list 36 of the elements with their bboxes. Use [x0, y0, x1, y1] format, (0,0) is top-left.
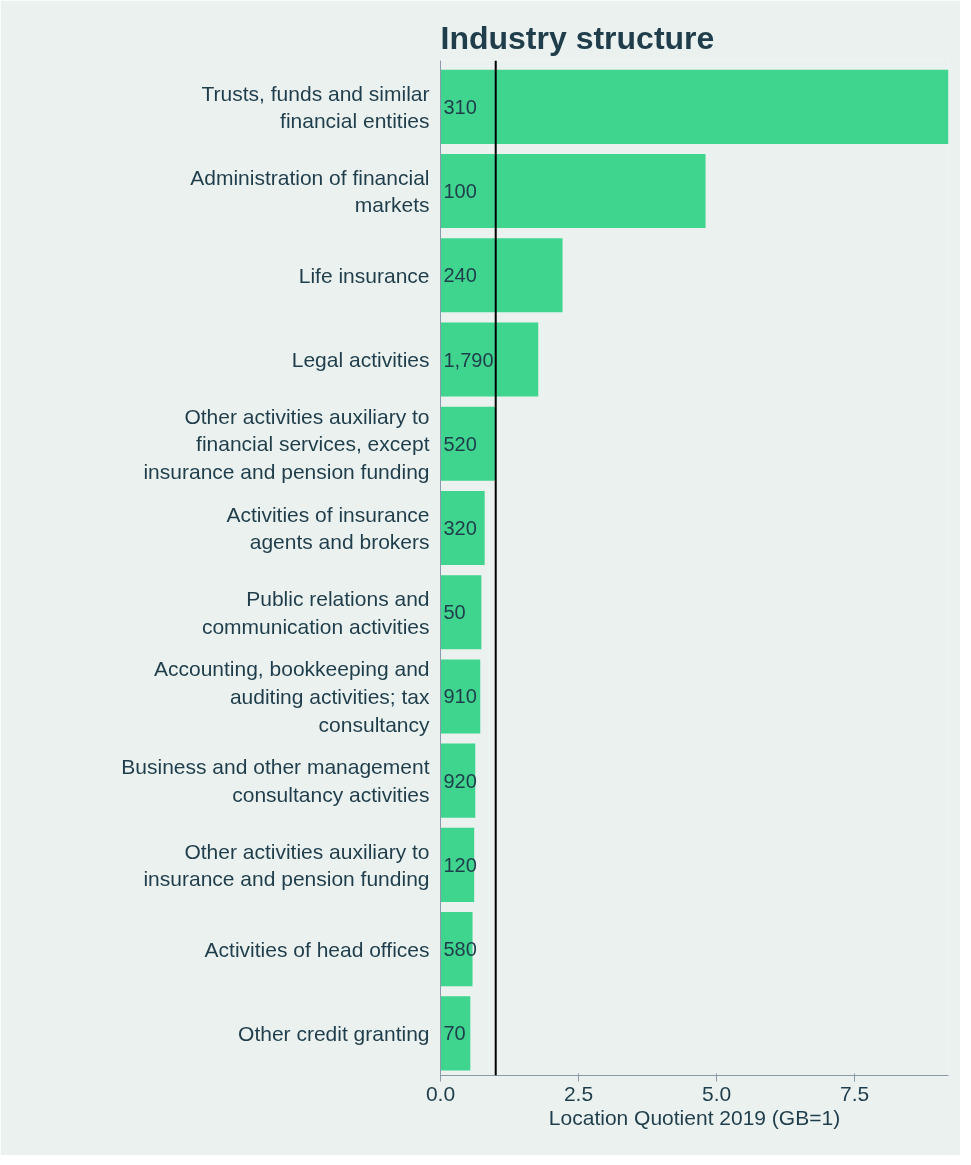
bar — [440, 659, 481, 734]
x-tick-label: 0.0 — [425, 1081, 456, 1105]
y-tick-label: Business and other management consultancy activities — [121, 755, 430, 806]
y-tick-label: Life insurance — [298, 263, 430, 287]
annotation: 320 — [443, 516, 477, 539]
y-tick-label: Activities of insurance agents and brokers — [226, 502, 430, 554]
y-tick-label: Other activities auxiliary to financial services, except insurance and pension funding — [143, 404, 430, 483]
annotation: 910 — [443, 685, 477, 708]
annotation: 520 — [443, 432, 477, 455]
x-tick-label: 5.0 — [701, 1081, 732, 1105]
annotation: 310 — [443, 95, 477, 118]
y-tick-label: Other activities auxiliary to insurance and pension funding — [143, 839, 430, 891]
annotation: 100 — [443, 180, 477, 203]
y-tick-label: Legal activities — [291, 348, 430, 372]
y-tick-label: Other credit granting — [238, 1021, 430, 1045]
y-tick-label: Activities of head offices — [204, 937, 430, 961]
x-tick-label: 2.5 — [563, 1081, 594, 1105]
x-tick-label: 7.5 — [840, 1081, 870, 1105]
bar — [440, 575, 482, 650]
bar — [440, 996, 471, 1071]
bar — [440, 69, 949, 144]
chart-title: Industry structure — [440, 19, 715, 56]
annotation: 50 — [443, 601, 466, 624]
bar — [440, 322, 539, 397]
bar — [440, 238, 563, 313]
annotation: 240 — [443, 264, 477, 287]
annotation: 1,790 — [443, 348, 494, 371]
y-tick-label: Accounting, bookkeeping and auditing activities; tax consultancy — [153, 657, 430, 736]
y-tick-label: Trusts, funds and similar financial entities — [201, 81, 430, 133]
x-axis-title: Location Quotient 2019 (GB=1) — [548, 1105, 841, 1129]
y-tick-label: Administration of financial markets — [190, 165, 430, 217]
bar — [440, 406, 496, 481]
bar — [440, 490, 485, 566]
bar — [440, 154, 706, 229]
y-tick-label: Public relations and communication activities — [201, 586, 430, 638]
annotation: 70 — [443, 1022, 466, 1045]
